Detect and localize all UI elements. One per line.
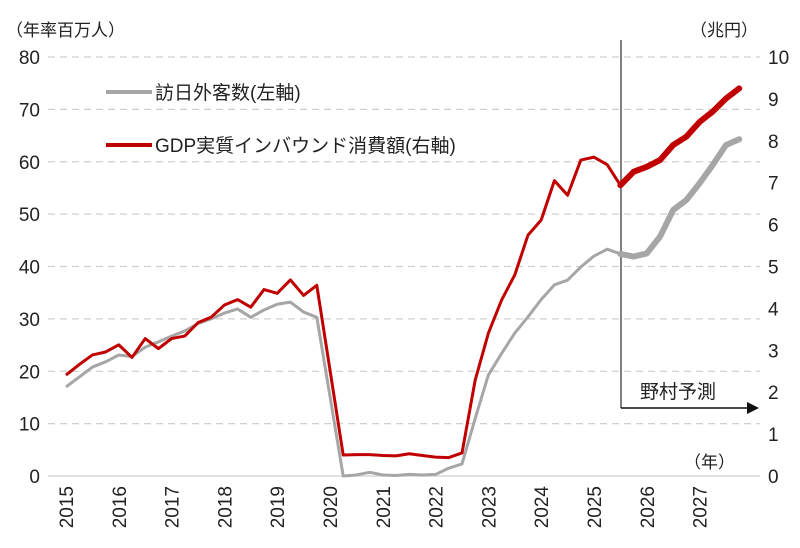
right-axis-tick-label: 6 [768,216,779,237]
right-axis-tick-label: 1 [768,425,779,446]
left-axis-tick-label: 40 [19,258,40,279]
left-axis-tick-label: 50 [19,205,40,226]
series-line-consumption-actual [65,155,622,460]
series-line-visitors-forecast [617,136,743,260]
right-axis-unit: （兆円） [690,21,758,40]
forecast-label: 野村予測 [640,381,716,403]
left-axis-tick-label: 20 [19,362,40,383]
right-axis-tick-label: 9 [768,90,779,111]
x-axis-tick-label: 2024 [532,486,553,529]
x-axis-tick-label: 2019 [268,486,289,528]
x-axis-tick-label: 2017 [163,486,184,528]
x-axis-tick-label: 2022 [427,486,448,528]
left-axis-tick-label: 0 [29,467,40,488]
right-axis-tick-label: 3 [768,341,779,362]
right-axis-tick-label: 5 [768,258,779,279]
right-axis-tick-label: 2 [768,383,779,404]
right-axis-tick-label: 8 [768,132,779,153]
right-axis-tick-label: 7 [768,174,779,195]
x-axis-tick-label: 2023 [479,486,500,528]
legend-label-visitors: 訪日外客数(左軸) [155,82,301,104]
forecast-marker: 野村予測 [620,40,759,414]
x-axis-tick-label: 2027 [691,486,712,528]
x-axis-tick-label: 2016 [110,486,131,528]
legend: 訪日外客数(左軸) GDP実質インバウンド消費額(右軸) [106,82,456,157]
x-axis-tick-label: 2025 [585,486,606,528]
x-axis-ticks: 2015 2016 2017 2018 2019 2020 2021 2022 2023 2024… [57,486,712,529]
x-axis-tick-label: 2018 [215,486,236,528]
x-axis-tick-label: 2026 [638,486,659,528]
x-axis-tick-label: 2020 [321,486,342,528]
forecast-arrow-head [747,402,759,414]
x-axis-unit: （年） [684,453,735,472]
right-axis-tick-label: 0 [768,467,779,488]
right-axis-tick-label: 4 [768,299,779,320]
series-line-consumption-forecast [617,85,743,189]
gridlines [48,56,760,477]
x-axis-tick-label: 2021 [374,486,395,528]
left-axis-tick-label: 70 [19,100,40,121]
left-axis-unit: （年率百万人） [6,21,125,40]
left-axis-tick-label: 80 [19,48,40,69]
series-lines [65,85,743,478]
x-axis-tick-label: 2015 [57,486,78,528]
left-axis-tick-label: 60 [19,153,40,174]
legend-label-consumption: GDP実質インバウンド消費額(右軸) [155,135,456,157]
left-axis-tick-label: 30 [19,310,40,331]
left-axis-ticks: 0 10 20 30 40 50 60 70 80 [19,48,40,488]
right-axis-ticks: 0 1 2 3 4 5 6 7 8 9 10 [768,48,789,488]
left-axis-tick-label: 10 [19,415,40,436]
series-line-visitors-actual [65,247,621,478]
right-axis-tick-label: 10 [768,48,789,69]
